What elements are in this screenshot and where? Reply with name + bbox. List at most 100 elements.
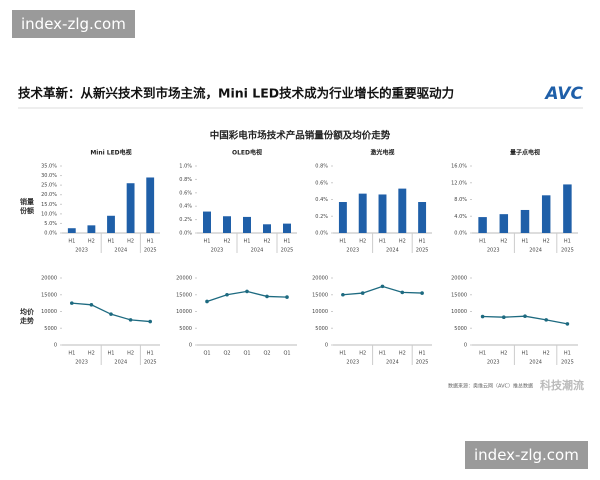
point: [245, 289, 249, 294]
y-tick-label: 4.0%: [454, 214, 467, 220]
bar: [398, 188, 407, 233]
x-group-label: 2025: [281, 248, 294, 254]
y-tick-label: 15000: [41, 292, 57, 298]
y-tick-label: 10000: [41, 309, 57, 315]
point: [205, 299, 209, 304]
x-tick-label: H1: [522, 239, 529, 245]
x-tick-label: H1: [108, 239, 115, 245]
x-tick-label: Q2: [223, 351, 230, 357]
y-tick-label: 0.0%: [315, 231, 328, 237]
point: [285, 295, 289, 299]
x-tick-label: H2: [127, 351, 134, 357]
x-tick-label: H1: [339, 351, 346, 357]
point: [480, 314, 485, 319]
panel-title: Mini LED电视: [90, 149, 131, 157]
x-tick-label: H1: [68, 351, 75, 357]
x-tick-label: H2: [127, 239, 134, 245]
y-tick-label: 0.6%: [315, 180, 328, 186]
y-tick-label: 0: [54, 343, 57, 349]
y-tick-label: 0.4%: [179, 204, 192, 210]
x-group-label: 2025: [561, 248, 574, 254]
x-tick-label: H2: [399, 351, 406, 357]
x-group-label: 2024: [114, 248, 127, 254]
x-tick-label: H2: [264, 239, 271, 245]
y-tick-label: 5000: [179, 326, 192, 332]
point: [544, 318, 548, 322]
x-tick-label: H1: [564, 351, 571, 357]
y-tick-label: 0: [464, 343, 467, 349]
x-group-label: 2023: [75, 248, 88, 254]
y-tick-label: 0.4%: [315, 197, 328, 203]
bar: [146, 177, 155, 233]
y-tick-label: 15.0%: [41, 202, 57, 208]
y-tick-label: 10000: [312, 309, 328, 315]
bar: [203, 211, 211, 233]
y-tick-label: 0.8%: [179, 177, 192, 183]
panel-title: OLED电视: [232, 149, 262, 157]
chart-title: 中国彩电市场技术产品销量份额及均价走势: [210, 130, 391, 142]
headline: 技术革新：从新兴技术到市场主流，Mini LED技术成为行业增长的重要驱动力: [18, 86, 454, 101]
row-label: 销量份额: [20, 198, 34, 215]
point: [565, 322, 570, 326]
bar: [223, 216, 231, 233]
x-tick-label: H2: [500, 239, 507, 245]
x-tick-label: H1: [108, 351, 115, 357]
x-tick-label: H2: [500, 351, 507, 357]
bar: [418, 202, 427, 233]
x-tick-label: H1: [564, 239, 571, 245]
x-tick-label: H2: [359, 351, 366, 357]
y-tick-label: 0.0%: [179, 231, 192, 237]
bar: [263, 224, 271, 233]
x-tick-label: H1: [379, 351, 386, 357]
point: [523, 314, 527, 318]
point: [89, 303, 94, 307]
y-tick-label: 15000: [176, 292, 192, 298]
brand-watermark: 科技潮流: [540, 378, 584, 392]
x-group-label: 2025: [416, 248, 429, 254]
x-tick-label: H2: [224, 239, 231, 245]
x-group-label: 2023: [211, 248, 224, 254]
y-tick-label: 1.0%: [179, 164, 192, 170]
row-label: 均价走势: [20, 308, 34, 325]
y-tick-label: 25.0%: [41, 183, 57, 189]
x-tick-label: Q1: [283, 351, 290, 357]
x-tick-label: H1: [379, 239, 386, 245]
bar: [283, 223, 291, 233]
point: [502, 315, 506, 319]
watermark: index-zlg.com: [12, 10, 135, 38]
bar: [499, 214, 509, 233]
y-tick-label: 35.0%: [41, 164, 57, 170]
x-group-label: 2024: [529, 360, 542, 366]
x-tick-label: Q2: [263, 351, 270, 357]
y-tick-label: 8.0%: [454, 197, 467, 203]
y-tick-label: 0: [189, 343, 192, 349]
logo: AVC: [543, 84, 583, 104]
y-tick-label: 0.0%: [44, 231, 57, 237]
y-tick-label: 5.0%: [44, 221, 57, 227]
x-group-label: 2025: [144, 248, 157, 254]
x-group-label: 2023: [346, 360, 359, 366]
bar: [87, 225, 96, 233]
point: [70, 301, 74, 305]
y-tick-label: 10000: [176, 309, 192, 315]
y-tick-label: 0.2%: [179, 217, 192, 223]
point: [341, 292, 345, 297]
x-group-label: 2023: [487, 360, 500, 366]
point: [360, 291, 365, 295]
source: 数据来源：奥维云网（AVC）推总数据: [448, 383, 533, 390]
y-tick-label: 10000: [451, 309, 467, 315]
x-tick-label: H1: [479, 351, 486, 357]
bar: [541, 195, 551, 233]
y-tick-label: 0.6%: [179, 190, 192, 196]
point: [265, 294, 269, 299]
y-tick-label: 15000: [451, 292, 467, 298]
point: [148, 319, 152, 324]
x-tick-label: H1: [284, 239, 291, 245]
y-tick-label: 15000: [312, 292, 328, 298]
x-group-label: 2025: [416, 360, 429, 366]
x-tick-label: H1: [522, 351, 529, 357]
x-group-label: 2024: [529, 248, 542, 254]
x-tick-label: H2: [399, 239, 406, 245]
bar: [107, 215, 115, 233]
